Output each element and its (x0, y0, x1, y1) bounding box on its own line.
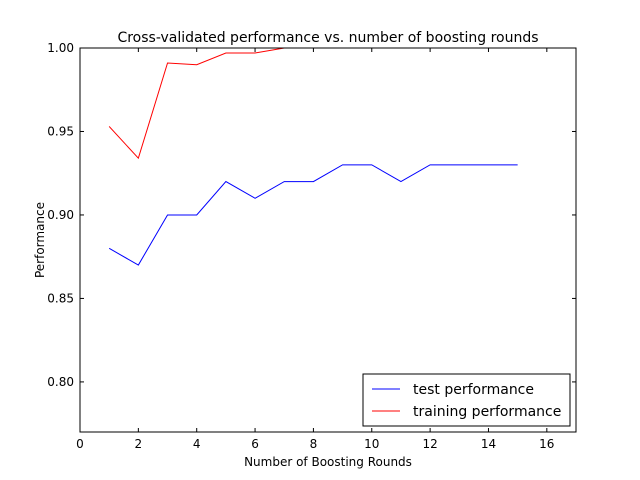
y-tick-label: 0.90 (47, 208, 74, 222)
x-tick-label: 10 (364, 437, 379, 451)
y-tick-label: 0.85 (47, 291, 74, 305)
legend-box (362, 373, 571, 427)
x-tick-label: 0 (76, 437, 84, 451)
chart-title: Cross-validated performance vs. number o… (117, 30, 538, 46)
y-tick-label: 1.00 (47, 41, 74, 55)
x-tick-label: 4 (193, 437, 201, 451)
x-tick-label: 16 (539, 437, 554, 451)
x-tick-label: 12 (422, 437, 437, 451)
y-axis-ticks: 0.80 0.85 0.90 0.95 1.00 (47, 41, 576, 389)
legend: test performance training performance (362, 373, 571, 427)
x-tick-label: 6 (251, 437, 259, 451)
y-axis-label: Performance (33, 202, 47, 278)
x-tick-label: 8 (310, 437, 318, 451)
legend-label: test performance (413, 382, 534, 398)
x-axis-label: Number of Boosting Rounds (244, 455, 412, 469)
plot-frame (79, 47, 577, 433)
series-line-test-performance (108, 164, 518, 266)
plot-area (80, 48, 576, 432)
x-tick-label: 14 (481, 437, 496, 451)
y-tick-label: 0.95 (47, 124, 74, 138)
y-tick-label: 0.80 (47, 375, 74, 389)
x-tick-label: 2 (135, 437, 143, 451)
legend-label: training performance (413, 404, 561, 420)
x-axis-ticks: 0 2 4 6 8 10 12 14 16 (76, 48, 554, 451)
